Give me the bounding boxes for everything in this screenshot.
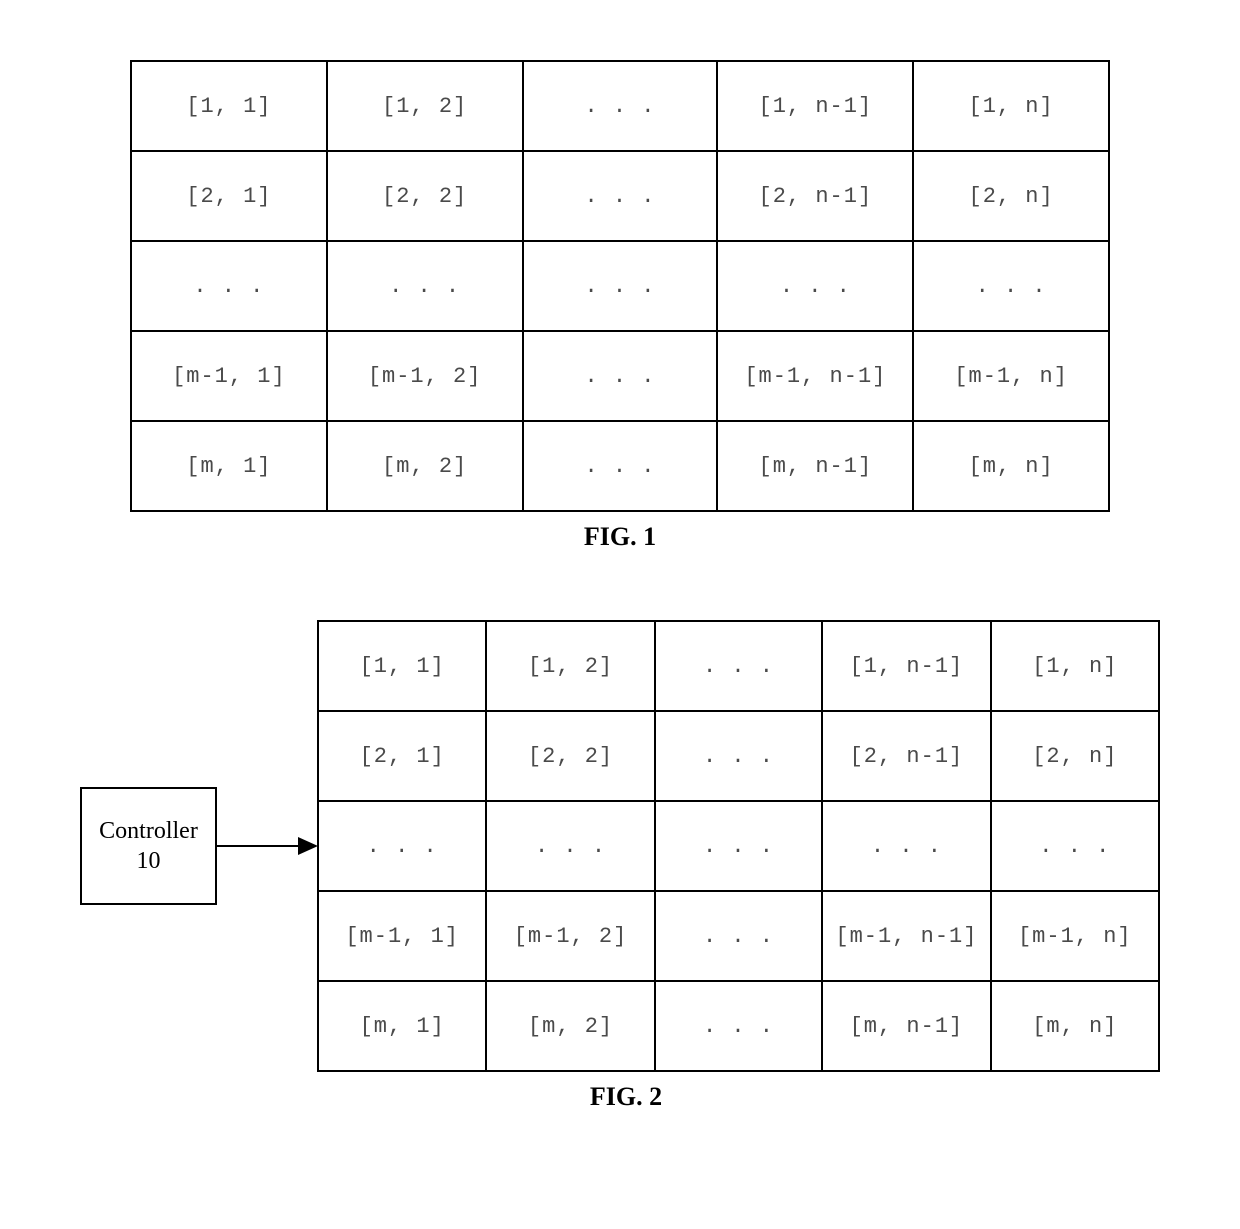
matrix-cell: [2, 2] [486,711,654,801]
matrix-cell: [m-1, n-1] [717,331,913,421]
matrix-cell: [m-1, n] [913,331,1109,421]
matrix-cell: [m, 1] [318,981,486,1071]
matrix-cell: [1, 2] [486,621,654,711]
matrix-cell: [1, n-1] [822,621,990,711]
arrow [217,836,317,856]
matrix-cell: . . . [913,241,1109,331]
matrix-cell: . . . [523,241,718,331]
figure-2-caption: FIG. 2 [80,1082,1172,1112]
matrix-cell: [m-1, 1] [131,331,327,421]
matrix-cell: . . . [523,61,718,151]
figure-1-caption: FIG. 1 [130,522,1110,552]
table-row: [2, 1][2, 2]. . .[2, n-1][2, n] [131,151,1109,241]
matrix-cell: [m, 2] [327,421,523,511]
matrix-cell: [m, n-1] [717,421,913,511]
controller-label-line2: 10 [82,846,215,876]
matrix-cell: . . . [717,241,913,331]
table-row: [m-1, 1][m-1, 2]. . .[m-1, n-1][m-1, n] [318,891,1159,981]
matrix-cell: [2, n] [991,711,1159,801]
matrix-cell: [m-1, n-1] [822,891,990,981]
matrix-cell: . . . [318,801,486,891]
figure-2-row: Controller 10 [1, 1][1, 2]. . .[1, n-1][… [80,620,1160,1072]
arrow-head-icon [298,837,318,855]
matrix-cell: [1, 1] [131,61,327,151]
controller-box: Controller 10 [80,787,217,905]
controller-label-line1: Controller [82,816,215,846]
matrix-cell: [m, 1] [131,421,327,511]
matrix-cell: [m, n] [991,981,1159,1071]
figure-2: Controller 10 [1, 1][1, 2]. . .[1, n-1][… [80,620,1160,1112]
matrix-cell: [2, n-1] [717,151,913,241]
table-row: [m-1, 1][m-1, 2]. . .[m-1, n-1][m-1, n] [131,331,1109,421]
matrix-cell: [1, n] [991,621,1159,711]
matrix-cell: [1, n-1] [717,61,913,151]
matrix-cell: [m, 2] [486,981,654,1071]
matrix-cell: . . . [486,801,654,891]
matrix-cell: [1, n] [913,61,1109,151]
table-row: . . .. . .. . .. . .. . . [131,241,1109,331]
matrix-cell: . . . [327,241,523,331]
table-row: [1, 1][1, 2]. . .[1, n-1][1, n] [131,61,1109,151]
table-row: [2, 1][2, 2]. . .[2, n-1][2, n] [318,711,1159,801]
matrix-cell: [m-1, n] [991,891,1159,981]
table-row: [m, 1][m, 2]. . .[m, n-1][m, n] [131,421,1109,511]
matrix-cell: . . . [655,711,823,801]
matrix-cell: [m-1, 2] [486,891,654,981]
matrix-cell: . . . [655,621,823,711]
matrix-cell: . . . [655,801,823,891]
table-row: . . .. . .. . .. . .. . . [318,801,1159,891]
matrix-cell: [m, n-1] [822,981,990,1071]
matrix-cell: . . . [991,801,1159,891]
matrix-table-fig1: [1, 1][1, 2]. . .[1, n-1][1, n][2, 1][2,… [130,60,1110,512]
matrix-cell: . . . [822,801,990,891]
table-row: [1, 1][1, 2]. . .[1, n-1][1, n] [318,621,1159,711]
matrix-cell: [2, n-1] [822,711,990,801]
matrix-cell: [2, 1] [131,151,327,241]
matrix-cell: . . . [131,241,327,331]
matrix-table-fig2: [1, 1][1, 2]. . .[1, n-1][1, n][2, 1][2,… [317,620,1160,1072]
table-row: [m, 1][m, 2]. . .[m, n-1][m, n] [318,981,1159,1071]
matrix-cell: [m, n] [913,421,1109,511]
matrix-cell: [2, 2] [327,151,523,241]
matrix-cell: [1, 2] [327,61,523,151]
page: [1, 1][1, 2]. . .[1, n-1][1, n][2, 1][2,… [0,0,1240,1229]
matrix-cell: . . . [523,421,718,511]
matrix-cell: [m-1, 2] [327,331,523,421]
matrix-cell: [m-1, 1] [318,891,486,981]
matrix-cell: . . . [523,151,718,241]
matrix-cell: [2, 1] [318,711,486,801]
arrow-line [217,845,299,847]
matrix-cell: [2, n] [913,151,1109,241]
matrix-cell: . . . [655,891,823,981]
matrix-cell: . . . [523,331,718,421]
figure-1: [1, 1][1, 2]. . .[1, n-1][1, n][2, 1][2,… [130,60,1110,552]
matrix-cell: . . . [655,981,823,1071]
matrix-cell: [1, 1] [318,621,486,711]
